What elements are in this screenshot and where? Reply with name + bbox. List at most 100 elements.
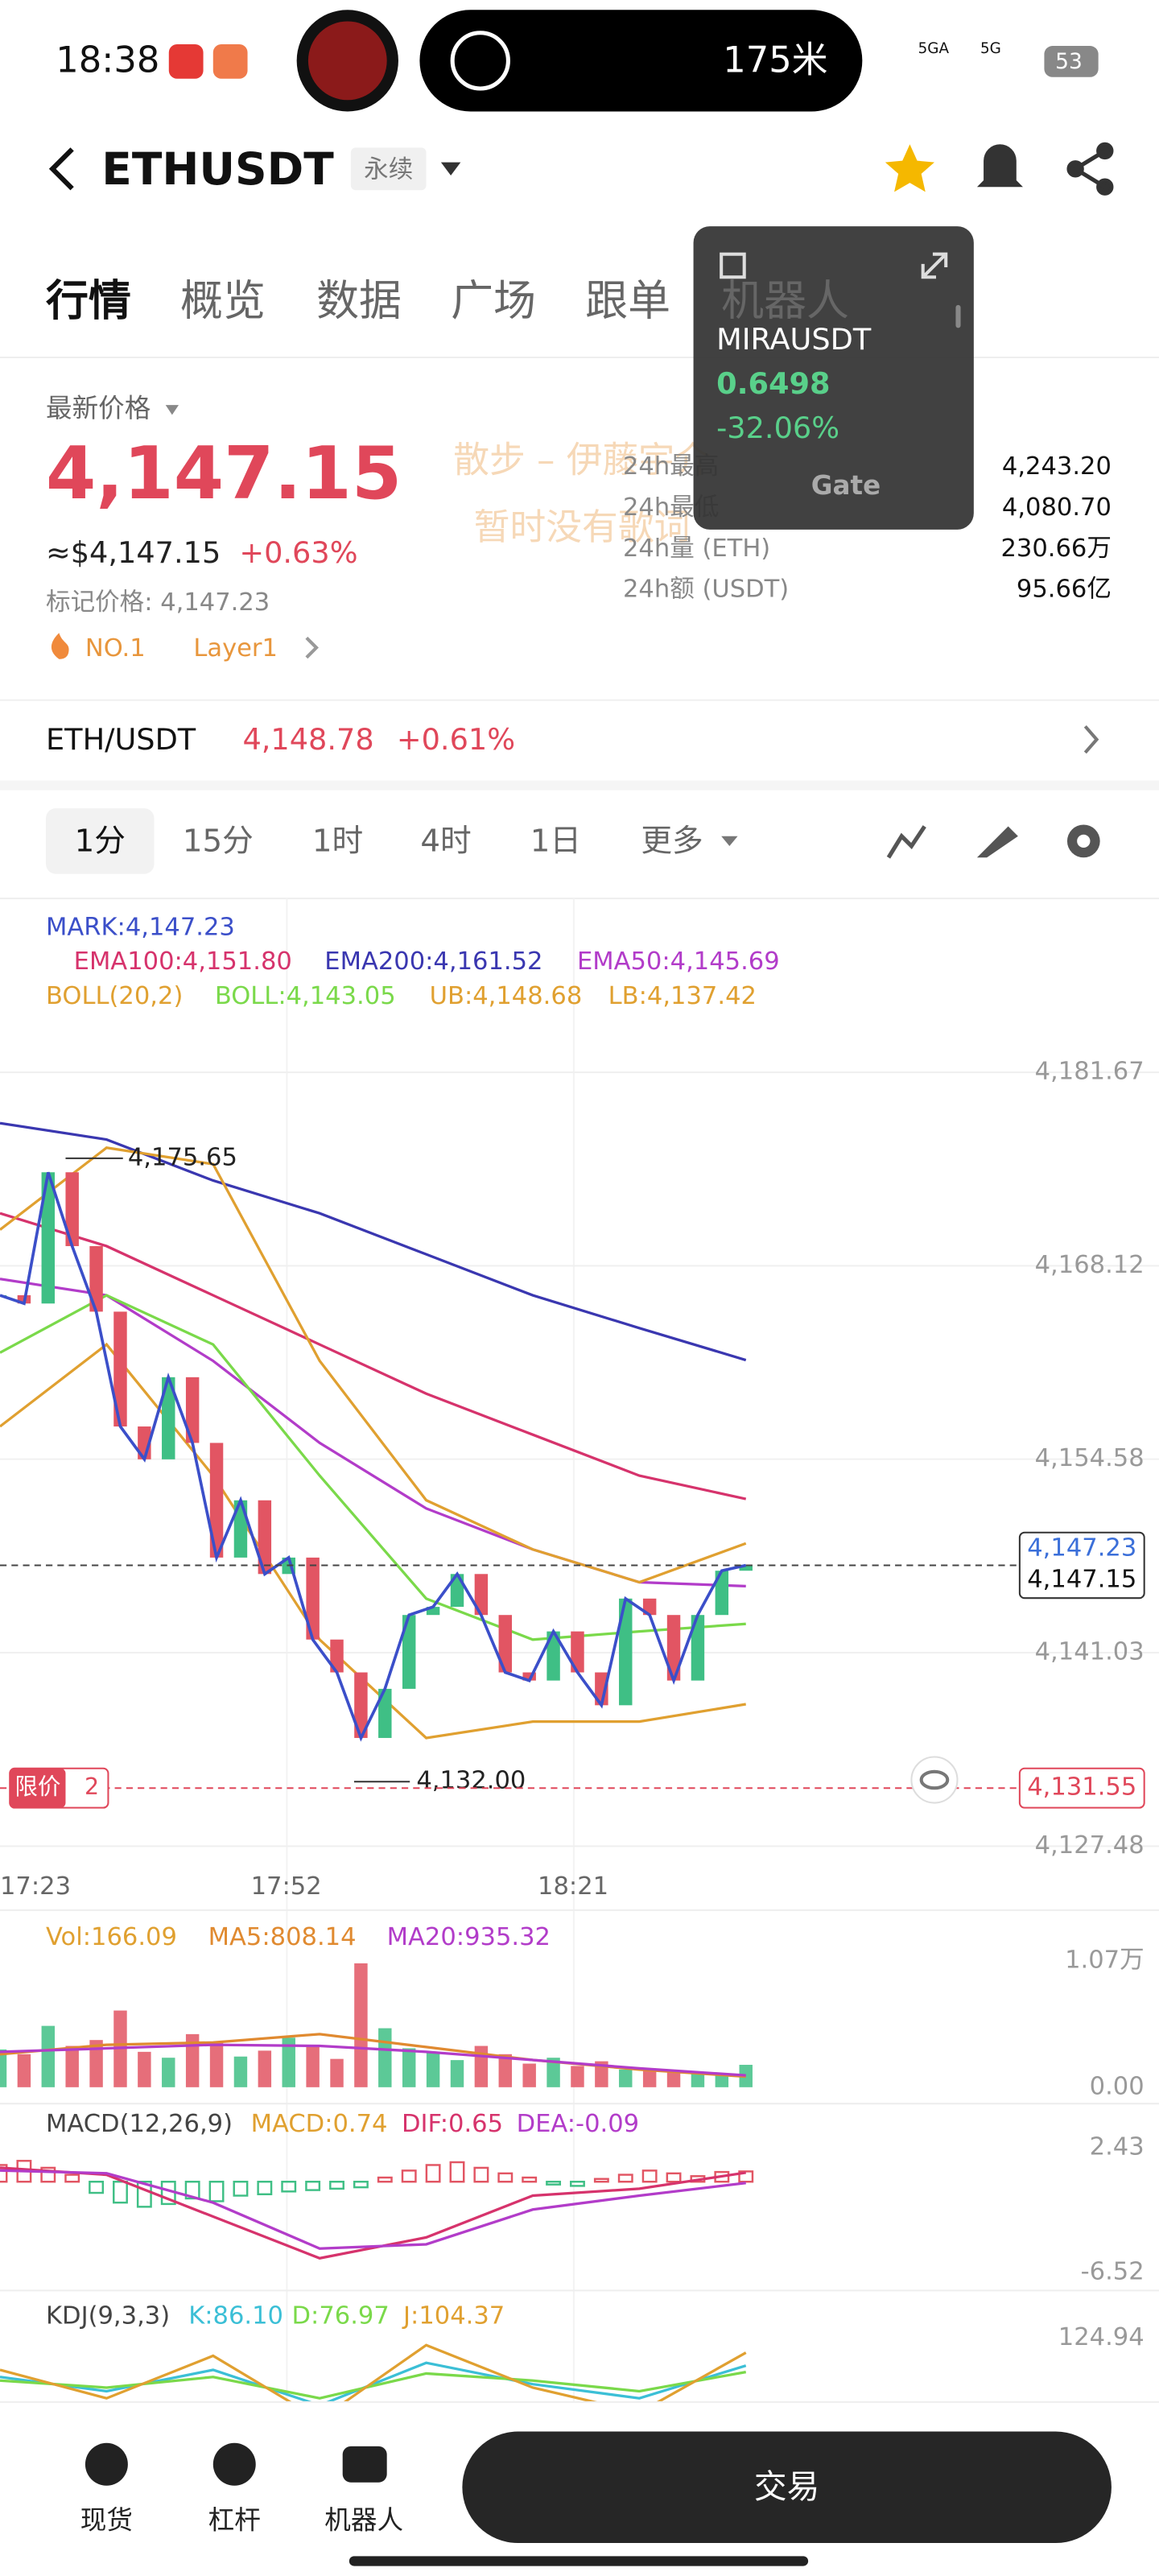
walk-icon — [450, 31, 510, 91]
dropdown[interactable] — [440, 162, 461, 175]
candle — [330, 1639, 344, 1673]
interval[interactable]: 更多 — [641, 823, 703, 859]
stat-value: 230.66万 — [1000, 535, 1111, 563]
volume-bar — [666, 2071, 681, 2087]
stat-label: 24h量 (ETH) — [623, 535, 770, 563]
candle — [498, 1615, 513, 1673]
float-symbol: MIRAUSDT — [716, 322, 872, 357]
high-label: 4,175.65 — [128, 1143, 237, 1171]
bot-icon[interactable] — [342, 2446, 387, 2483]
interval[interactable]: 1时 — [312, 823, 363, 859]
candle — [426, 1607, 440, 1616]
y-tick-label: 4,127.48 — [1035, 1831, 1145, 1860]
interval[interactable]: 1分 — [75, 823, 126, 859]
dropdown[interactable] — [165, 405, 179, 415]
ema200-line — [0, 1121, 747, 1362]
macd-bar — [305, 2180, 321, 2191]
volume-bar — [17, 2054, 31, 2087]
tab[interactable]: 概览 — [180, 276, 266, 325]
order-type-bg — [10, 1768, 66, 1808]
volume-bar — [498, 2054, 513, 2087]
macd-bar — [497, 2172, 514, 2183]
tab[interactable]: 机器人 — [721, 276, 849, 325]
candle — [378, 1688, 392, 1738]
ema100-line — [0, 1212, 747, 1501]
candle — [691, 1615, 705, 1681]
macd-bar — [593, 2178, 609, 2183]
candle — [715, 1571, 729, 1616]
x-tick-label: 18:21 — [538, 1872, 608, 1901]
volume-bar — [378, 2028, 392, 2087]
spot-pair[interactable]: ETH/USDT — [46, 722, 196, 757]
dropdown[interactable] — [721, 836, 738, 846]
float-brand: Gate — [811, 470, 881, 501]
time: 18:38 — [56, 38, 159, 80]
indicator-icon[interactable] — [886, 825, 926, 859]
chevron[interactable] — [1083, 724, 1099, 754]
candle — [547, 1631, 560, 1681]
indicator-legend: MARK:4,147.23 — [46, 913, 235, 941]
spot-change: +0.61% — [397, 722, 515, 757]
x-tick-label: 17:52 — [251, 1872, 322, 1901]
stat-value: 95.66亿 — [1017, 576, 1112, 604]
tab[interactable]: 广场 — [451, 276, 536, 325]
macd-bar — [570, 2180, 585, 2187]
last-price: 4,147.15 — [46, 432, 402, 516]
home-indicator — [349, 2556, 809, 2566]
volume-bar — [330, 2058, 344, 2087]
d-line — [0, 2371, 747, 2400]
spot-icon[interactable] — [85, 2442, 128, 2486]
indicator-legend: EMA50:4,145.69 — [577, 947, 780, 976]
nav-label[interactable]: 现货 — [80, 2505, 133, 2536]
tab[interactable]: 数据 — [316, 276, 402, 325]
float-icon[interactable] — [720, 252, 746, 279]
sector-badge[interactable]: Layer1 — [193, 634, 278, 663]
macd-bar — [617, 2174, 633, 2183]
candle — [89, 1245, 103, 1312]
share[interactable] — [1066, 142, 1114, 196]
battery — [1044, 46, 1099, 77]
draw-icon[interactable] — [976, 826, 1018, 858]
favorite[interactable] — [885, 144, 934, 192]
macd-bar — [425, 2164, 441, 2183]
trade-label[interactable]: 交易 — [754, 2467, 819, 2506]
order-type: 限价 — [14, 1773, 60, 1800]
battery-level: 53 — [1055, 49, 1083, 74]
kdj-legend: KDJ(9,3,3) — [46, 2301, 170, 2330]
signal-label: 5G — [980, 40, 1001, 57]
interval[interactable]: 4时 — [420, 823, 471, 859]
change: +0.63% — [239, 535, 357, 570]
back-button[interactable] — [48, 147, 74, 191]
k-line — [0, 2361, 747, 2407]
macd-bar — [377, 2176, 393, 2183]
expand-icon[interactable] — [921, 252, 948, 279]
float-change: -32.06% — [716, 411, 839, 445]
scrollbar — [955, 304, 961, 328]
nav-label[interactable]: 杠杆 — [208, 2505, 261, 2536]
lyrics-watermark: 暂时没有歌词 — [474, 506, 691, 548]
nav-label[interactable]: 机器人 — [324, 2505, 403, 2536]
candle — [666, 1615, 681, 1681]
tab[interactable]: 跟单 — [585, 276, 670, 325]
alert[interactable] — [976, 144, 1023, 188]
mark-tag: 4,147.23 — [1027, 1534, 1136, 1563]
volume-bar — [426, 2053, 440, 2087]
margin-icon[interactable] — [212, 2442, 256, 2486]
dif-line — [0, 2166, 746, 2260]
interval[interactable]: 1日 — [530, 823, 581, 859]
indicator-legend: EMA200:4,161.52 — [324, 947, 542, 976]
macd-legend: DIF:0.65 — [402, 2110, 503, 2138]
candle — [571, 1631, 584, 1673]
candle — [41, 1172, 56, 1304]
macd-legend: MACD(12,26,9) — [46, 2110, 233, 2138]
section-gap — [0, 780, 1159, 791]
trade-button[interactable] — [462, 2431, 1112, 2544]
eye-icon[interactable] — [910, 1756, 959, 1804]
price-label: 最新价格 — [46, 393, 151, 423]
interval[interactable]: 15分 — [183, 823, 254, 859]
macd-legend: MACD:0.74 — [251, 2110, 388, 2138]
macd-bar — [329, 2180, 344, 2190]
float-window[interactable] — [693, 226, 974, 530]
tab[interactable]: 行情 — [46, 276, 131, 325]
